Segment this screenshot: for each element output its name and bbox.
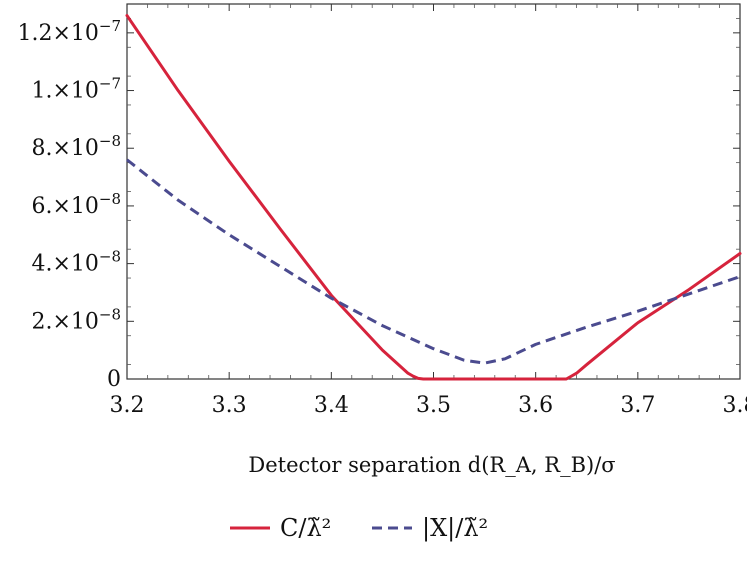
plot-frame xyxy=(126,3,741,380)
y-tick-mantissa: 2.×10 xyxy=(31,309,98,334)
y-tick-label: 4.×10−8 xyxy=(31,248,121,277)
x-tick-label: 3.6 xyxy=(518,393,553,418)
x-tick-label: 3.5 xyxy=(416,393,451,418)
plot-lines xyxy=(125,14,742,381)
y-tick-exponent: −8 xyxy=(99,248,121,266)
y-tick-label: 2.×10−8 xyxy=(31,305,121,334)
y-tick-exponent: −7 xyxy=(99,75,121,93)
y-tick-mantissa: 6.×10 xyxy=(31,194,98,219)
y-tick-exponent: −7 xyxy=(99,17,121,35)
x-tick-label: 3.8 xyxy=(723,393,747,418)
y-tick-exponent: −8 xyxy=(99,132,121,150)
x-tick-label: 3.7 xyxy=(620,393,655,418)
legend-label-2: |X|/λ̃² xyxy=(422,514,488,543)
legend: C/λ̃² |X|/λ̃² xyxy=(230,514,488,543)
series-line-2 xyxy=(126,158,741,365)
y-tick-label: 6.×10−8 xyxy=(31,190,121,219)
y-tick-mantissa: 0 xyxy=(107,367,121,392)
y-tick-exponent: −8 xyxy=(99,190,121,208)
series-line-1 xyxy=(125,14,742,381)
y-tick-label: 1.2×10−7 xyxy=(17,17,121,46)
y-tick-label: 0 xyxy=(107,367,121,392)
x-tick-label: 3.2 xyxy=(110,393,145,418)
y-tick-mantissa: 1.×10 xyxy=(31,79,98,104)
y-tick-exponent: −8 xyxy=(99,305,121,323)
y-tick-mantissa: 8.×10 xyxy=(31,136,98,161)
y-tick-label: 1.×10−7 xyxy=(31,75,121,104)
y-tick-mantissa: 4.×10 xyxy=(31,252,98,277)
y-axis-ticks: 02.×10−84.×10−86.×10−88.×10−81.×10−71.2×… xyxy=(17,17,740,392)
y-tick-label: 8.×10−8 xyxy=(31,132,121,161)
x-tick-label: 3.3 xyxy=(212,393,247,418)
legend-label-1: C/λ̃² xyxy=(280,514,331,542)
x-tick-label: 3.4 xyxy=(314,393,349,418)
x-axis-ticks: 3.2 3.3 3.4 3.5 3.6 3.7 3.8 xyxy=(110,4,747,418)
x-axis-label: Detector separation d(R_A, R_B)/σ xyxy=(248,453,615,477)
y-tick-mantissa: 1.2×10 xyxy=(17,21,98,46)
